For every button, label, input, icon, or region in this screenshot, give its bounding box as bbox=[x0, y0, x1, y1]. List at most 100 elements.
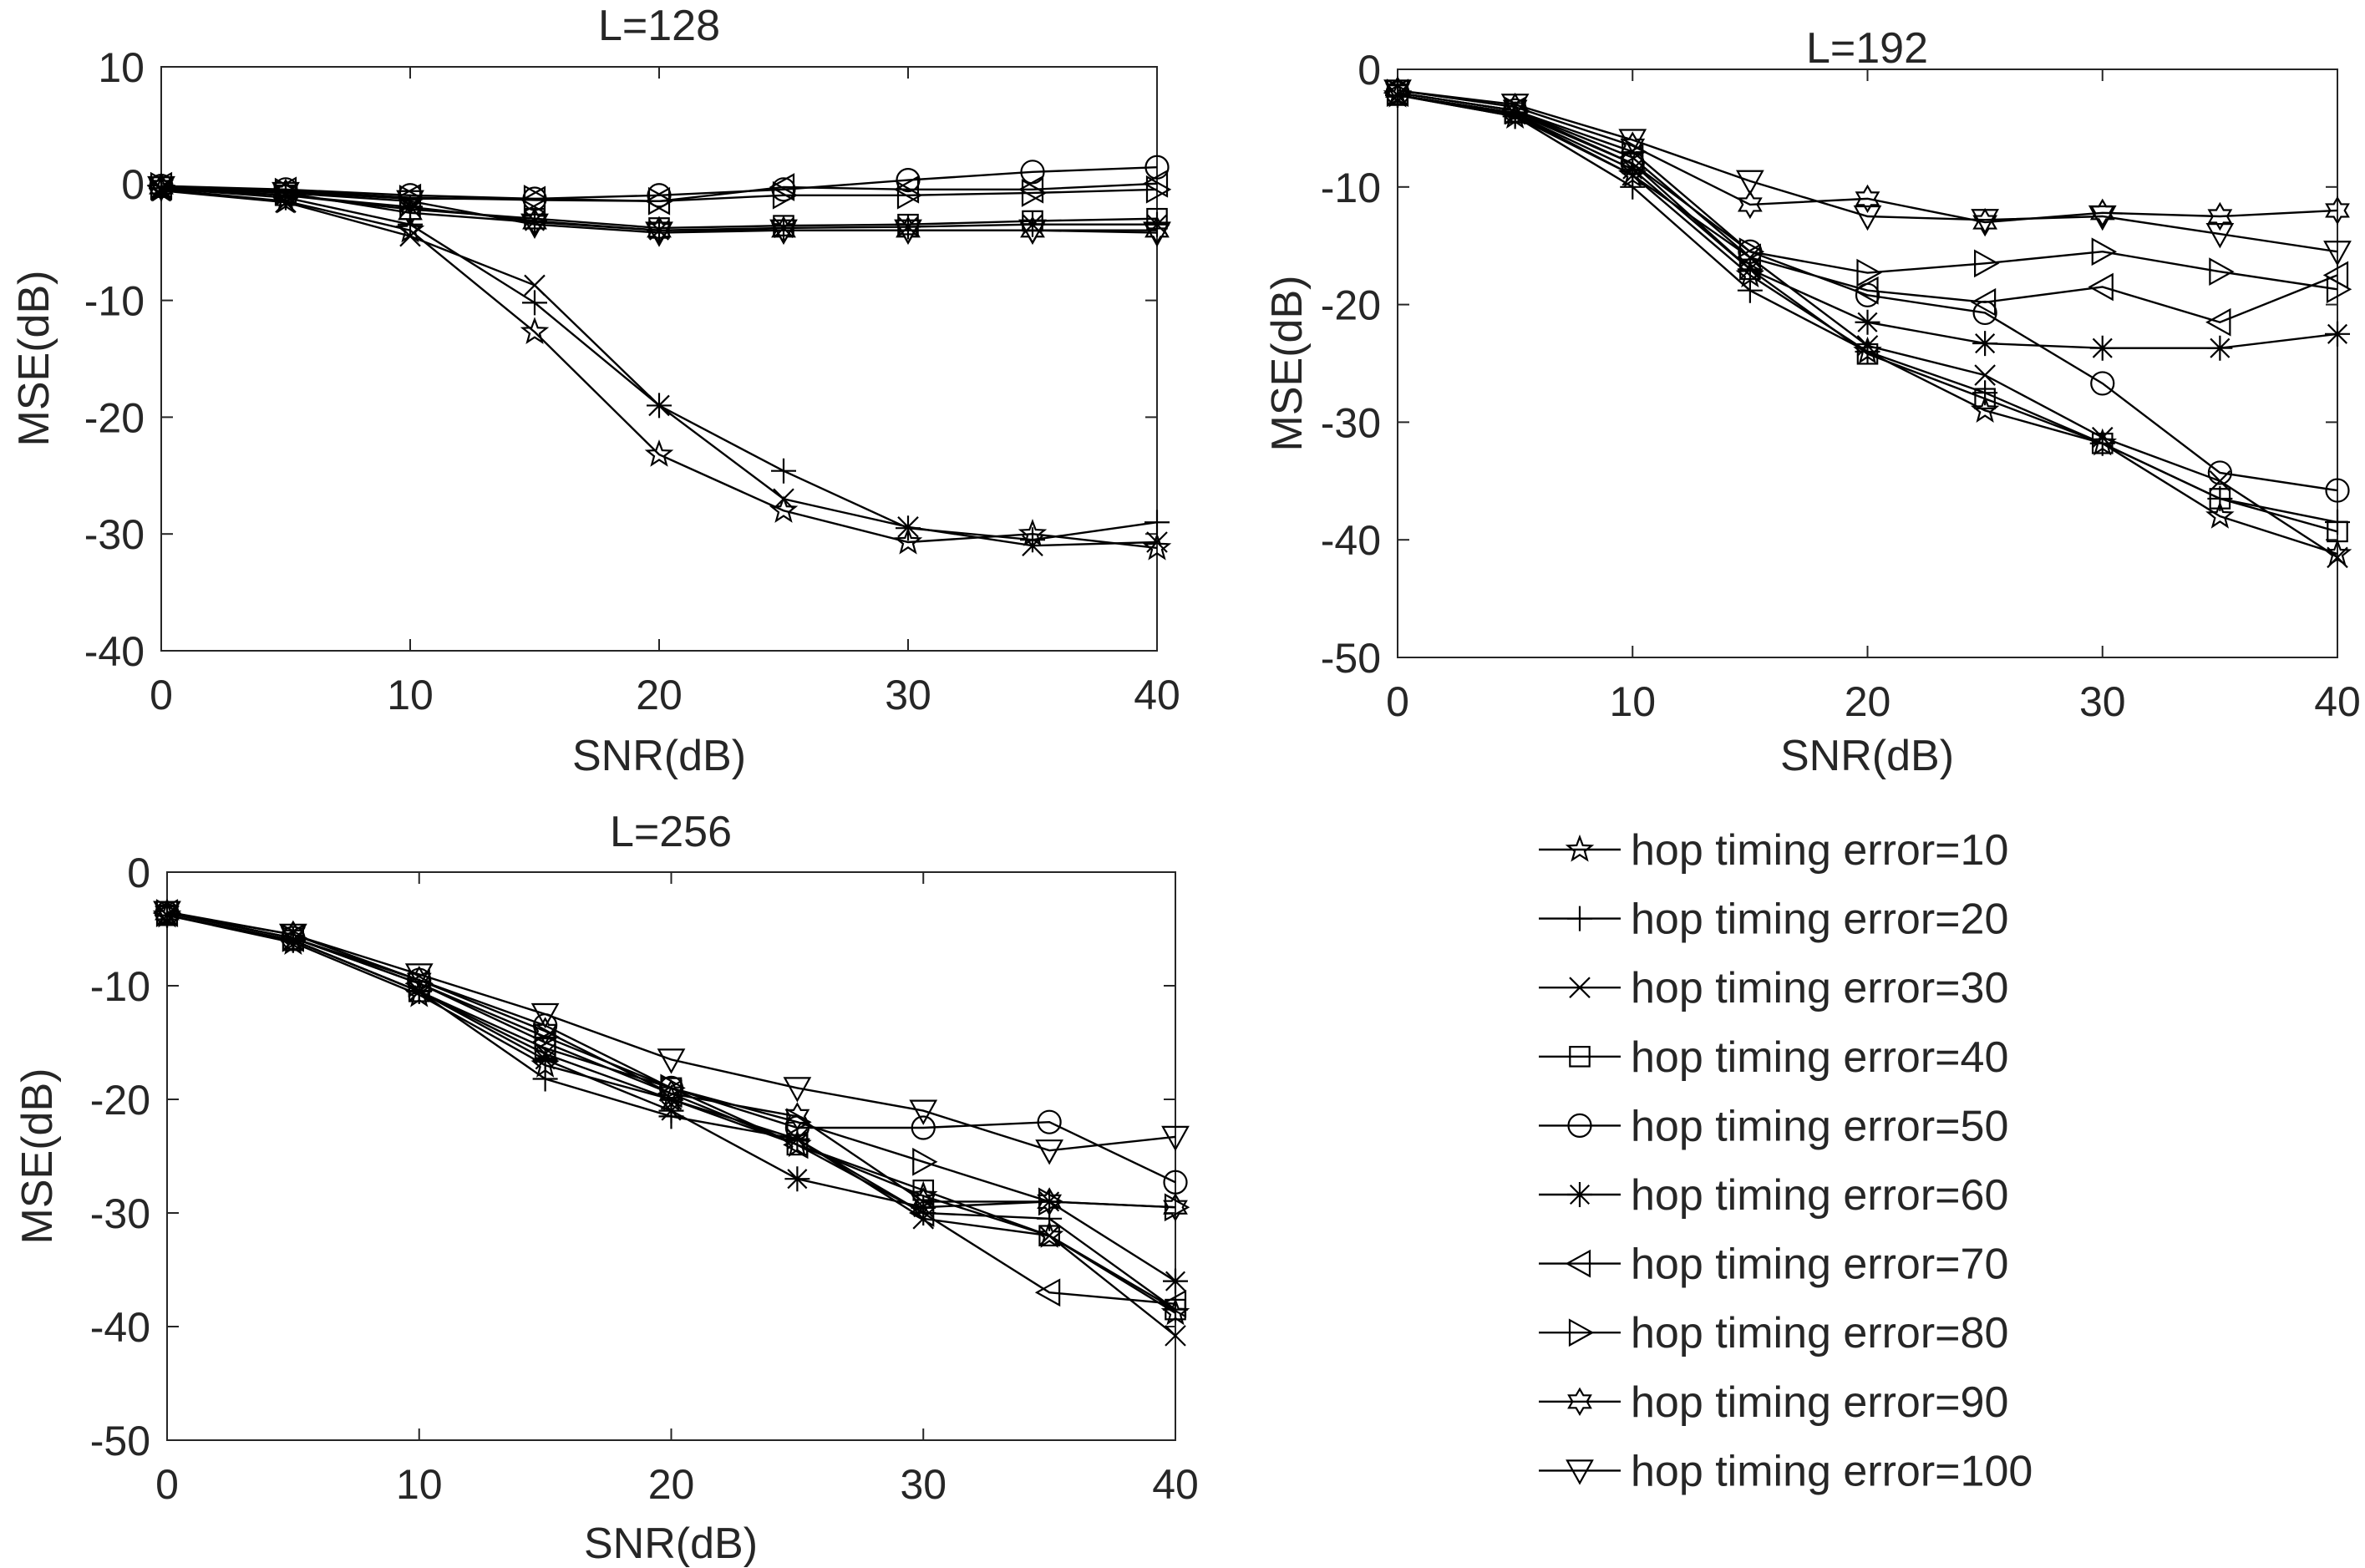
data-point bbox=[2326, 275, 2352, 304]
legend-marker bbox=[1567, 1387, 1592, 1416]
legend-marker bbox=[1565, 1249, 1591, 1278]
series-line bbox=[1397, 91, 2338, 291]
legend-entry: hop timing error=60 bbox=[1539, 1171, 2008, 1220]
data-point bbox=[532, 1047, 558, 1073]
data-point bbox=[1974, 249, 2000, 278]
plot-area bbox=[160, 66, 1158, 652]
x-tick-label: 40 bbox=[2314, 678, 2361, 725]
data-point bbox=[1385, 82, 1410, 108]
legend-label: hop timing error=40 bbox=[1631, 1033, 2008, 1082]
data-point bbox=[399, 225, 421, 247]
data-point bbox=[911, 1195, 936, 1220]
legend-label: hop timing error=90 bbox=[1631, 1378, 2008, 1427]
legend-label: hop timing error=50 bbox=[1631, 1102, 2008, 1150]
y-axis-label: MSE(dB) bbox=[10, 271, 58, 447]
y-axis-label: MSE(dB) bbox=[1263, 276, 1312, 452]
data-point bbox=[893, 526, 923, 555]
legend-entry: hop timing error=20 bbox=[1539, 896, 2008, 944]
data-point bbox=[2327, 546, 2348, 569]
x-tick-label: 30 bbox=[885, 672, 931, 718]
x-tick-label: 40 bbox=[1152, 1461, 1199, 1508]
data-point bbox=[2209, 257, 2235, 287]
y-tick-label: 0 bbox=[1358, 47, 1381, 94]
data-point bbox=[279, 923, 307, 950]
x-tick-label: 10 bbox=[396, 1461, 443, 1508]
data-point bbox=[784, 1102, 810, 1131]
data-point bbox=[2207, 335, 2233, 361]
legend-marker bbox=[1569, 1045, 1591, 1068]
legend-marker bbox=[1565, 834, 1595, 862]
data-point bbox=[1972, 331, 1998, 357]
data-point bbox=[2091, 432, 2114, 454]
series-line bbox=[1397, 91, 2338, 492]
series-line bbox=[166, 911, 1176, 1209]
data-point bbox=[1971, 209, 1999, 235]
data-point bbox=[645, 221, 673, 247]
y-tick-label: -30 bbox=[90, 1190, 150, 1237]
x-tick-label: 20 bbox=[636, 672, 683, 718]
data-point bbox=[530, 1002, 560, 1029]
data-point bbox=[520, 317, 550, 345]
data-point bbox=[398, 185, 425, 213]
data-point bbox=[772, 180, 799, 210]
data-point bbox=[897, 516, 919, 538]
x-axis-label: SNR(dB) bbox=[584, 1520, 758, 1568]
legend-entry: hop timing error=70 bbox=[1539, 1241, 2008, 1289]
data-point bbox=[769, 173, 795, 201]
y-tick-label: -10 bbox=[1321, 165, 1381, 211]
data-point bbox=[1736, 170, 1764, 196]
series-line bbox=[166, 911, 1176, 1152]
data-point bbox=[1144, 155, 1170, 180]
y-tick-label: -30 bbox=[84, 511, 145, 558]
chart-title: L=192 bbox=[1806, 24, 1928, 73]
legend-entry: hop timing error=10 bbox=[1539, 826, 2008, 875]
data-point bbox=[1144, 510, 1170, 535]
x-tick-label: 0 bbox=[150, 672, 173, 718]
data-point bbox=[1974, 388, 1996, 410]
data-point bbox=[1855, 184, 1880, 214]
data-point bbox=[2323, 241, 2352, 266]
data-point bbox=[784, 1166, 810, 1192]
data-point bbox=[1738, 237, 1765, 266]
data-point bbox=[769, 495, 799, 523]
data-point bbox=[1020, 527, 1045, 553]
data-point bbox=[1618, 129, 1647, 155]
data-point bbox=[911, 1187, 936, 1216]
data-point bbox=[769, 219, 798, 245]
data-point bbox=[155, 902, 180, 928]
data-point bbox=[1165, 1325, 1186, 1347]
chart-l192: L=192 SNR(dB) MSE(dB) 0 -10 -20 -30 -40 -50 0… bbox=[1263, 24, 2361, 780]
data-point bbox=[155, 899, 182, 927]
data-point bbox=[1855, 338, 1880, 364]
data-point bbox=[273, 182, 298, 208]
legend-marker bbox=[1569, 977, 1591, 998]
x-axis-label: SNR(dB) bbox=[1780, 732, 1954, 780]
data-point bbox=[771, 177, 796, 202]
data-point bbox=[908, 1199, 935, 1227]
data-point bbox=[2327, 520, 2348, 543]
series-line bbox=[1397, 94, 2338, 533]
data-point bbox=[2088, 272, 2114, 302]
chart-l256: L=256 SNR(dB) MSE(dB) 0 -10 -20 -30 -40 -50 0… bbox=[13, 808, 1199, 1568]
data-point bbox=[2089, 335, 2115, 361]
data-point bbox=[783, 1130, 809, 1160]
series-line bbox=[166, 911, 1176, 1209]
data-point bbox=[398, 194, 423, 220]
data-point bbox=[1144, 211, 1170, 237]
data-point bbox=[520, 213, 549, 239]
data-point bbox=[2325, 195, 2350, 226]
data-point bbox=[909, 1099, 938, 1125]
data-point bbox=[1143, 221, 1171, 247]
data-point bbox=[1146, 531, 1168, 553]
data-point bbox=[1974, 364, 1996, 386]
data-point bbox=[783, 1077, 812, 1103]
data-point bbox=[1018, 175, 1044, 204]
data-point bbox=[1855, 309, 1880, 335]
x-tick-label: 30 bbox=[2079, 678, 2126, 725]
legend-box bbox=[1503, 818, 2124, 1517]
data-point bbox=[1856, 335, 1879, 357]
data-point bbox=[272, 181, 300, 208]
legend-label: hop timing error=30 bbox=[1631, 964, 2008, 1012]
y-tick-label: -50 bbox=[1321, 635, 1381, 682]
